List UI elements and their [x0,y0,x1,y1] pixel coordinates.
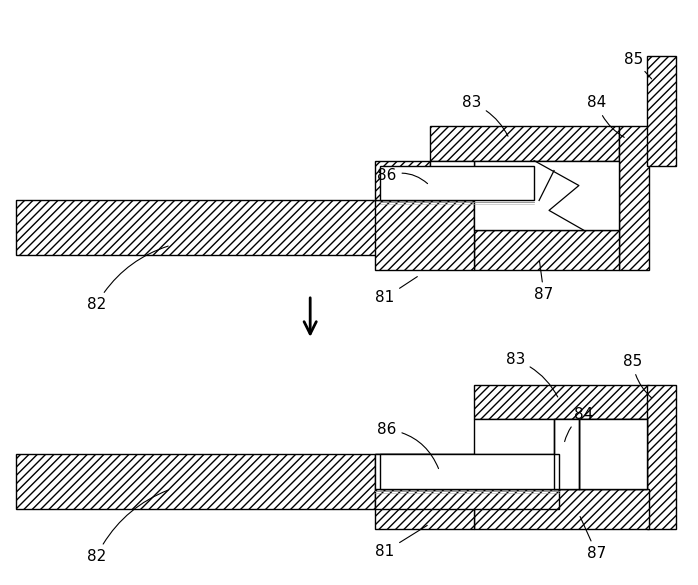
Text: 83: 83 [462,95,508,136]
Bar [475,384,648,419]
Text: 84: 84 [587,95,624,137]
Text: 86: 86 [377,168,428,184]
Bar [15,454,429,509]
Bar [375,161,429,201]
Text: 84: 84 [565,407,593,442]
Bar [375,489,559,509]
Bar [475,419,646,489]
Text: 82: 82 [87,246,168,312]
Bar [429,126,618,161]
Bar [15,201,429,255]
Text: 85: 85 [624,51,652,79]
Bar [475,230,618,270]
Bar [380,454,559,489]
Text: 87: 87 [535,261,554,302]
Bar [375,201,475,270]
Text: 83: 83 [505,352,558,397]
Bar [429,161,475,201]
Bar [646,56,676,166]
Bar [475,489,648,529]
Bar [618,126,648,270]
Bar [475,161,618,230]
Bar [375,454,475,529]
Bar [380,166,534,201]
Bar [646,384,676,529]
Text: 82: 82 [87,490,168,565]
Text: 87: 87 [580,517,607,561]
Text: 86: 86 [377,422,438,469]
Bar [375,454,559,489]
Text: 85: 85 [623,354,651,398]
Bar [554,419,579,489]
Text: 81: 81 [376,525,427,559]
Bar [579,419,646,489]
Text: 81: 81 [376,277,417,305]
